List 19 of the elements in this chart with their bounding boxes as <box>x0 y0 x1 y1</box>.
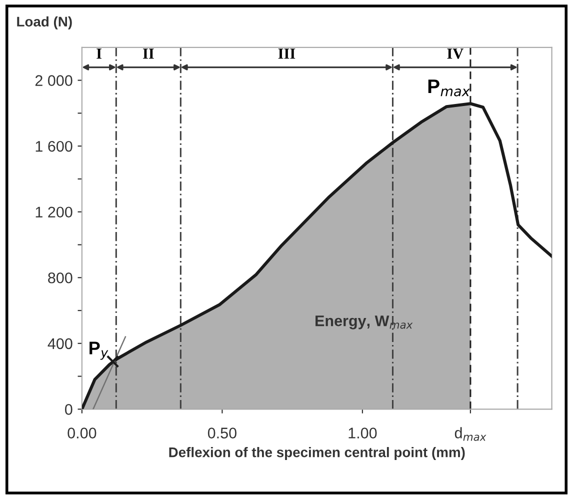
y-tick-label: 800 <box>48 272 72 284</box>
annotation: I <box>96 48 102 59</box>
y-tick-label: 0 <box>65 404 72 415</box>
y-axis-title: Load (N) <box>17 16 72 30</box>
annotation: Energy, W$_{max}$ <box>316 316 413 330</box>
y-tick-label: 400 <box>48 338 72 350</box>
y-tick-label: 1 600 <box>36 140 72 152</box>
y-tick-label: 1 200 <box>36 206 72 218</box>
y-tick-label: 2 000 <box>35 75 72 86</box>
x-tick-label: 0.50 <box>208 428 236 438</box>
annotation: III <box>278 48 296 59</box>
annotation: IV <box>447 48 464 59</box>
x-tick-label: 1.00 <box>348 428 377 438</box>
annotation: II <box>142 48 154 59</box>
x-tick-label: d$_{max}$ <box>454 427 486 441</box>
x-tick-label: 0.00 <box>68 428 96 438</box>
x-axis-title: Deflexion of the specimen central point (mm) <box>169 447 465 460</box>
annotation: P$_{max}$ <box>428 80 470 96</box>
annotation: P$_{y}$ <box>90 342 108 360</box>
